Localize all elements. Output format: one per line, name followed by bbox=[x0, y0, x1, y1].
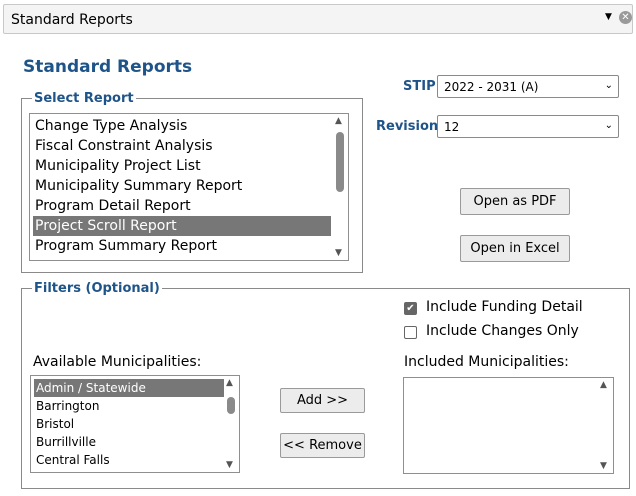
open-as-pdf-button[interactable]: Open as PDF bbox=[460, 188, 570, 215]
revision-select[interactable]: 12 ⌄ bbox=[437, 115, 619, 138]
chevron-down-icon: ⌄ bbox=[604, 120, 613, 131]
report-list-item[interactable]: Fiscal Constraint Analysis bbox=[35, 138, 213, 154]
filters-group: Filters (Optional) bbox=[21, 281, 630, 489]
report-listbox[interactable]: Change Type Analysis Fiscal Constraint A… bbox=[29, 113, 349, 261]
close-icon[interactable]: ✕ bbox=[619, 11, 632, 24]
municipality-item-selected[interactable]: Admin / Statewide bbox=[34, 379, 224, 397]
chevron-down-icon: ⌄ bbox=[604, 80, 613, 91]
include-funding-detail-checkbox[interactable]: ✔ bbox=[404, 302, 417, 315]
available-list-scrollbar[interactable]: ▲ ▼ bbox=[224, 377, 238, 471]
scrollbar-thumb[interactable] bbox=[227, 397, 235, 414]
report-list-item[interactable]: Change Type Analysis bbox=[35, 118, 188, 134]
available-municipalities-listbox[interactable]: Admin / Statewide Barrington Bristol Bur… bbox=[30, 375, 240, 473]
report-list-item[interactable]: Municipality Summary Report bbox=[35, 178, 243, 194]
report-list-item-selected[interactable]: Project Scroll Report bbox=[33, 216, 331, 236]
include-changes-only-checkbox[interactable] bbox=[404, 326, 417, 339]
select-report-group: Select Report bbox=[21, 91, 363, 273]
check-icon: ✔ bbox=[406, 303, 415, 314]
include-changes-only-label[interactable]: Include Changes Only bbox=[426, 323, 579, 339]
dropdown-icon[interactable]: ▼ bbox=[605, 12, 612, 22]
scroll-down-icon[interactable]: ▼ bbox=[600, 461, 607, 471]
stip-select[interactable]: 2022 - 2031 (A) ⌄ bbox=[437, 75, 619, 98]
municipality-item[interactable]: Bristol bbox=[36, 417, 75, 431]
scrollbar-thumb[interactable] bbox=[336, 132, 344, 192]
window-titlebar: Standard Reports ▼ ✕ bbox=[3, 4, 633, 34]
available-municipalities-label: Available Municipalities: bbox=[33, 354, 202, 370]
add-button[interactable]: Add >> bbox=[280, 388, 365, 413]
page-title: Standard Reports bbox=[23, 57, 193, 77]
report-list-item[interactable]: Municipality Project List bbox=[35, 158, 201, 174]
window-title: Standard Reports bbox=[11, 12, 133, 28]
remove-button[interactable]: << Remove bbox=[280, 433, 365, 458]
revision-label: Revision: bbox=[376, 119, 444, 134]
stip-label: STIP: bbox=[403, 79, 441, 94]
scroll-up-icon[interactable]: ▲ bbox=[335, 116, 342, 126]
report-list-scrollbar[interactable]: ▲ ▼ bbox=[333, 115, 347, 259]
revision-value: 12 bbox=[444, 120, 460, 134]
stip-value: 2022 - 2031 (A) bbox=[444, 80, 539, 94]
open-in-excel-button[interactable]: Open in Excel bbox=[460, 235, 570, 262]
included-municipalities-listbox[interactable]: ▲ ▼ bbox=[403, 377, 614, 474]
report-list-item[interactable]: Program Summary Report bbox=[35, 238, 218, 254]
include-funding-detail-label[interactable]: Include Funding Detail bbox=[426, 299, 583, 315]
included-municipalities-label: Included Municipalities: bbox=[404, 354, 569, 370]
filters-legend: Filters (Optional) bbox=[34, 281, 160, 296]
scroll-down-icon[interactable]: ▼ bbox=[226, 460, 233, 470]
included-list-scrollbar[interactable]: ▲ ▼ bbox=[598, 379, 612, 472]
municipality-item[interactable]: Central Falls bbox=[36, 453, 110, 467]
municipality-item[interactable]: Burrillville bbox=[36, 435, 96, 449]
scroll-up-icon[interactable]: ▲ bbox=[226, 378, 233, 388]
report-list-item[interactable]: Program Detail Report bbox=[35, 198, 191, 214]
select-report-legend: Select Report bbox=[34, 91, 134, 106]
scroll-down-icon[interactable]: ▼ bbox=[335, 248, 342, 258]
scroll-up-icon[interactable]: ▲ bbox=[600, 380, 607, 390]
municipality-item[interactable]: Barrington bbox=[36, 399, 100, 413]
